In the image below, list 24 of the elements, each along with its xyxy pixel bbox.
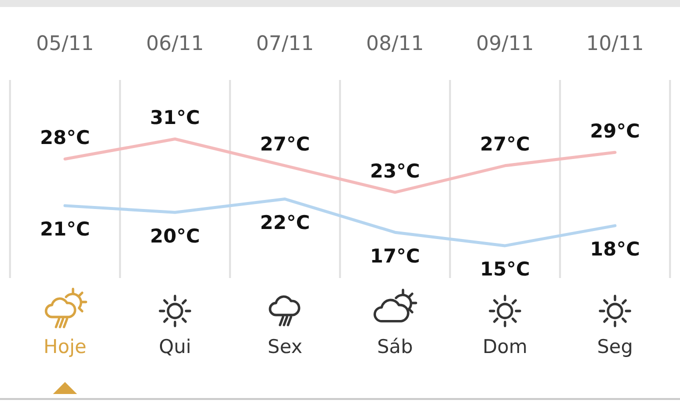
data-label: 27°C bbox=[260, 134, 310, 156]
text: Qui bbox=[158, 336, 192, 358]
data-label: 21°C bbox=[40, 218, 90, 241]
text: Hoje bbox=[44, 336, 86, 358]
data-label: 18°C bbox=[590, 238, 640, 261]
x-tick-label: 10/11 bbox=[586, 31, 644, 55]
x-tick-label: 08/11 bbox=[366, 31, 424, 55]
x-tick-label: 09/11 bbox=[476, 31, 534, 55]
data-label: 17°C bbox=[370, 245, 420, 268]
x-tick-label: 07/11 bbox=[256, 31, 314, 55]
text: Seg bbox=[597, 336, 633, 358]
text: Dom bbox=[482, 336, 528, 358]
data-label: 15°C bbox=[480, 258, 530, 281]
data-label: 28°C bbox=[40, 127, 90, 150]
text: Sáb bbox=[377, 336, 413, 358]
x-tick-label: 05/11 bbox=[36, 31, 94, 55]
data-label: 20°C bbox=[150, 225, 200, 248]
data-label: 27°C bbox=[480, 134, 530, 156]
text: Sex bbox=[268, 336, 302, 358]
data-label: 29°C bbox=[590, 120, 640, 142]
data-label: 31°C bbox=[150, 107, 200, 129]
data-label: 22°C bbox=[260, 212, 310, 234]
x-tick-label: 06/11 bbox=[146, 31, 204, 55]
data-label: 23°C bbox=[370, 160, 420, 182]
